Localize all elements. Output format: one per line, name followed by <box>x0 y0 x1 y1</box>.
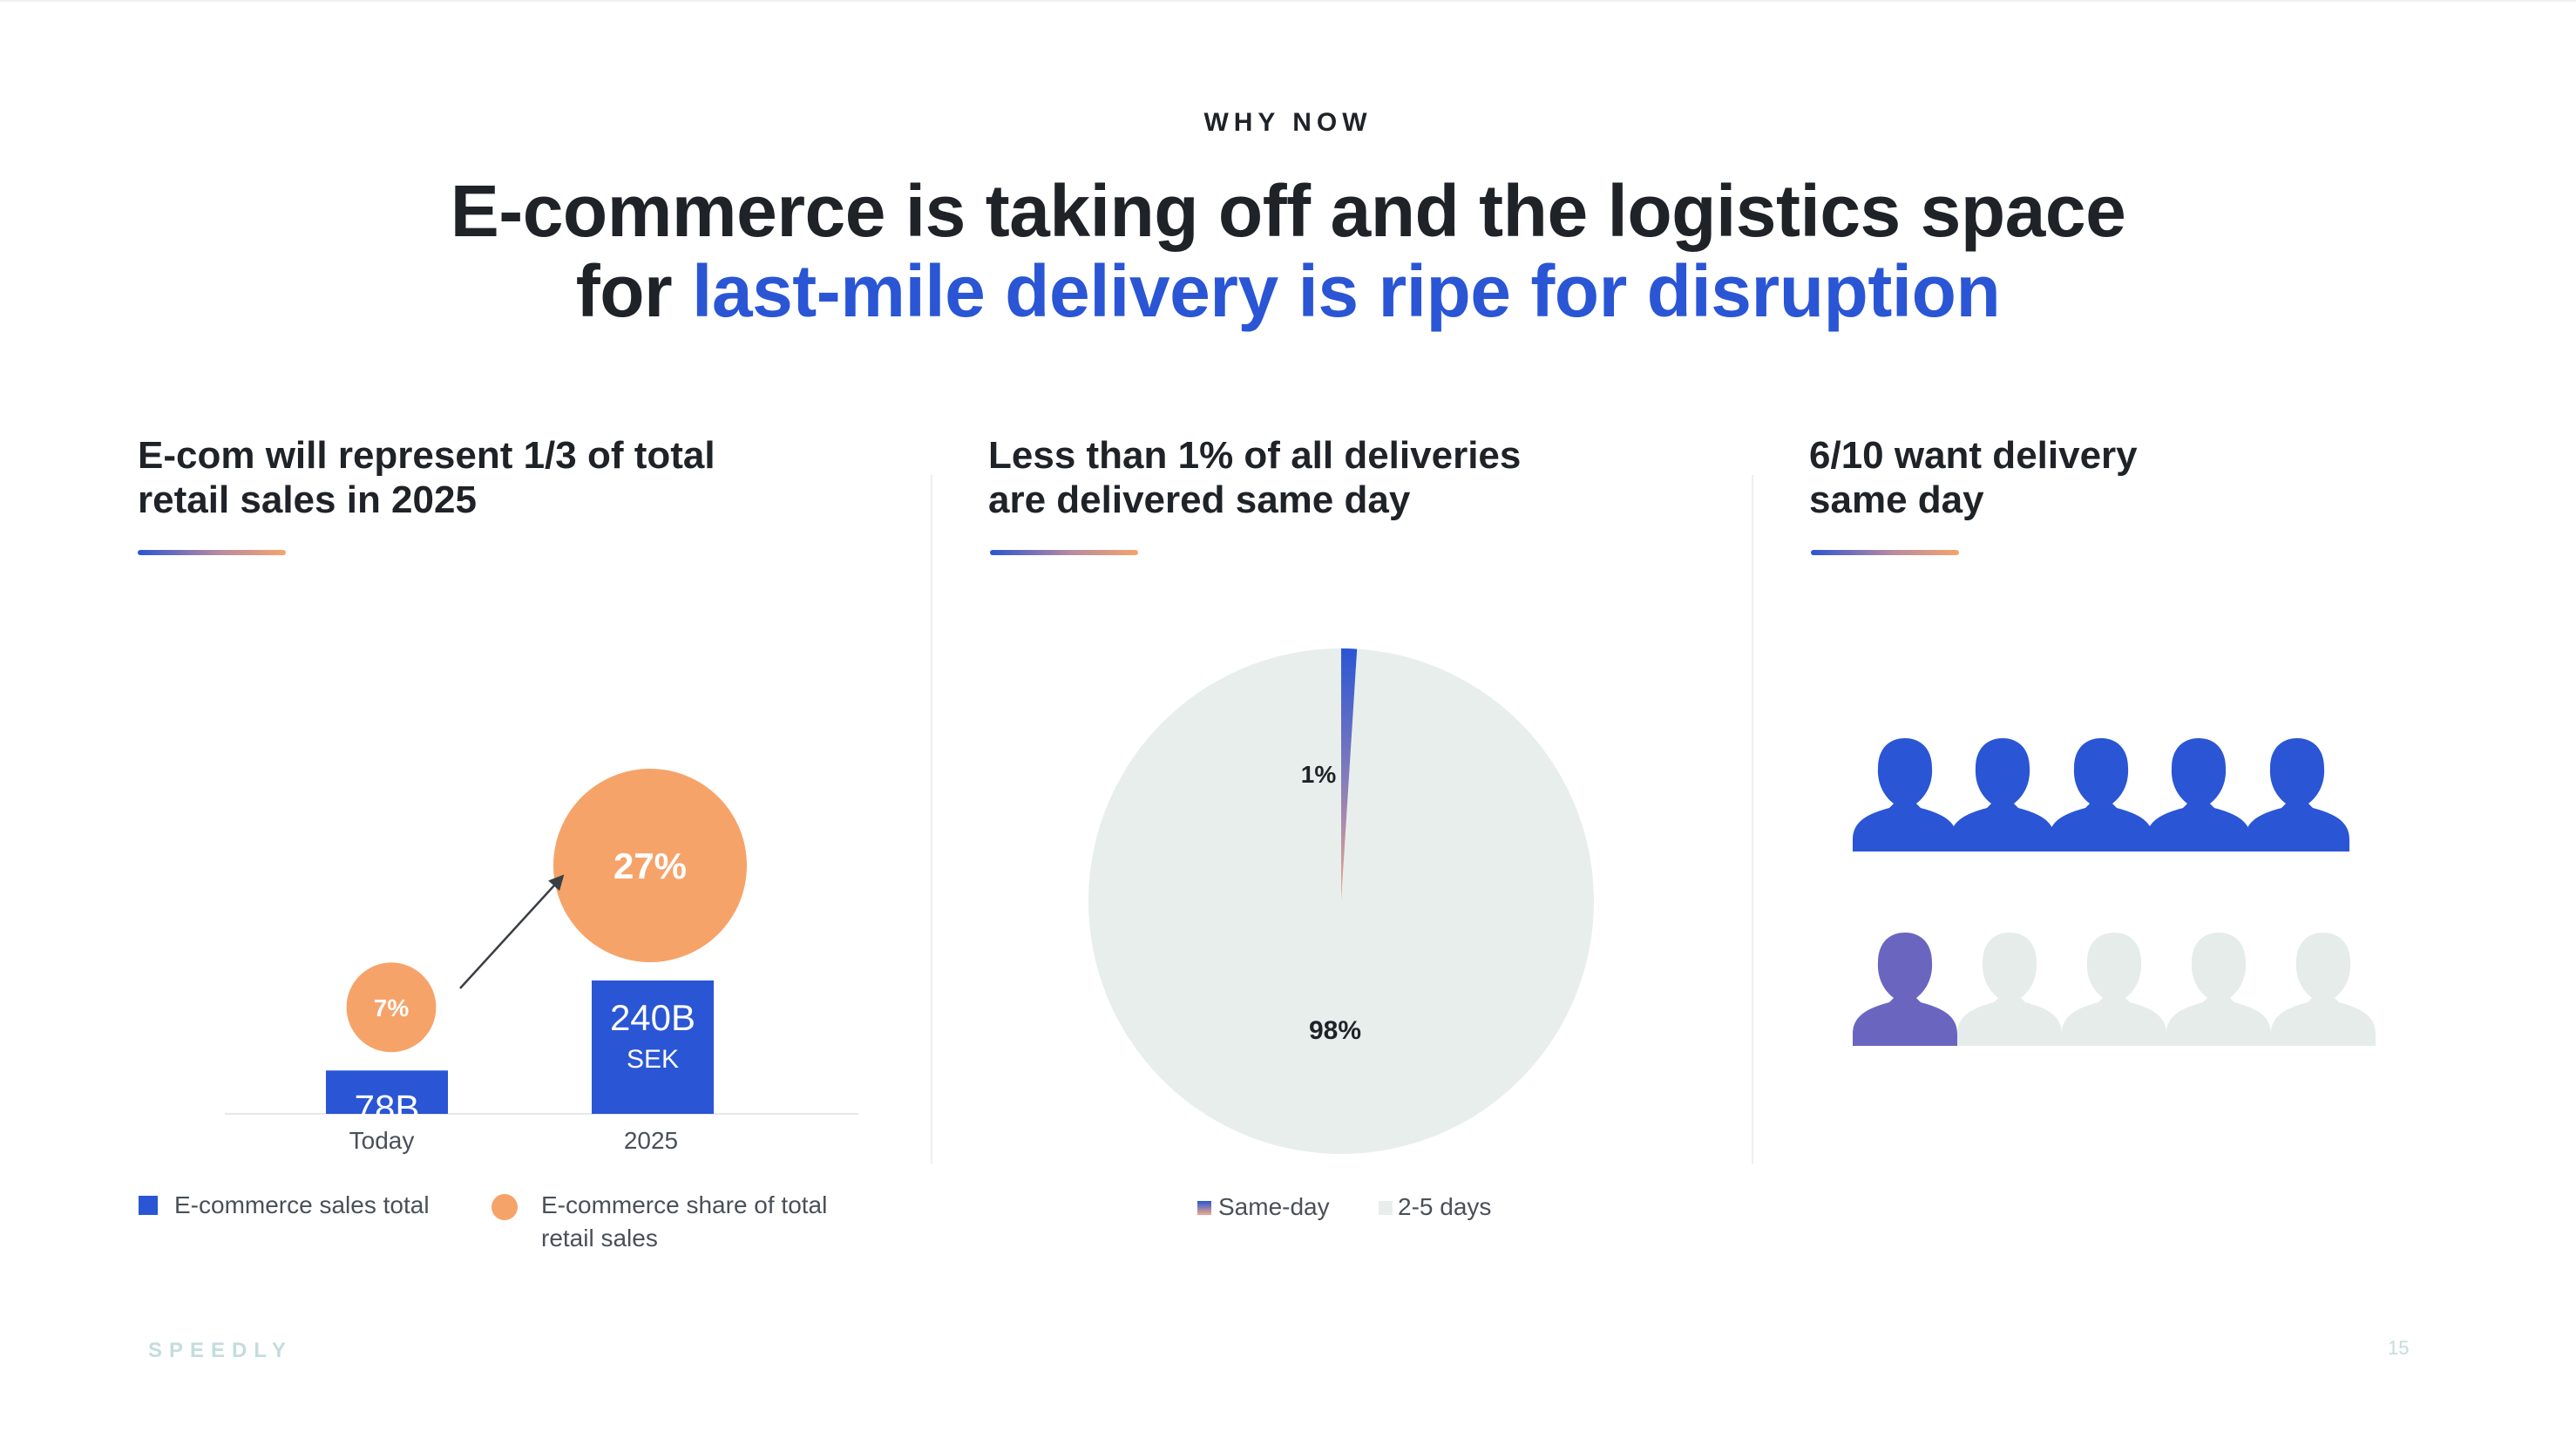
legend-label-share-line-2: retail sales <box>541 1225 658 1252</box>
top-border <box>0 0 2576 2</box>
column-divider-2 <box>1752 475 1753 1164</box>
pie-slice-2-5-days <box>1088 648 1594 1155</box>
people-pictogram <box>1853 738 2376 1046</box>
legend-label-share-line-1: E-commerce share of total <box>541 1191 828 1218</box>
bar-today <box>326 1070 448 1114</box>
share-label-2025: 27% <box>613 845 687 886</box>
pie-label-same-day: 1% <box>1301 761 1337 788</box>
x-tick-today: Today <box>349 1127 415 1154</box>
person-icon-active <box>2049 738 2153 852</box>
title-highlight: last-mile delivery is ripe for disruptio… <box>692 250 2001 332</box>
person-icon-active <box>1853 933 1957 1046</box>
column-1-title-line-2: retail sales in 2025 <box>138 478 477 521</box>
person-icon-inactive <box>2062 933 2166 1046</box>
legend-label-2-5-days: 2-5 days <box>1398 1193 1491 1220</box>
title-line-2: for last-mile delivery is ripe for disru… <box>0 251 2576 331</box>
person-icon-inactive <box>1957 933 2062 1046</box>
bar-2025-value: 240B <box>610 997 695 1038</box>
person-icon-inactive <box>2271 933 2376 1046</box>
column-2-title: Less than 1% of all deliveries are deliv… <box>988 433 1521 522</box>
bar-2025 <box>592 980 714 1114</box>
column-2-title-line-1: Less than 1% of all deliveries <box>988 434 1522 477</box>
brand-logo-text: SPEEDLY <box>148 1339 293 1362</box>
person-icon-active <box>1853 738 1957 852</box>
x-tick-2025: 2025 <box>624 1127 678 1154</box>
bar-2025-unit: SEK <box>627 1045 679 1074</box>
column-3-title-line-2: same day <box>1809 478 1984 521</box>
share-bubble-2025 <box>553 769 747 962</box>
title-line-2-prefix: for <box>575 250 693 332</box>
pie-label-2-5-days: 98% <box>1309 1016 1361 1045</box>
column-1-title-line-1: E-com will represent 1/3 of total <box>138 434 715 477</box>
title-line-1: E-commerce is taking off and the logisti… <box>450 170 2126 252</box>
page-title: E-commerce is taking off and the logisti… <box>0 171 2576 331</box>
legend-label-share: E-commerce share of total retail sales <box>541 1189 827 1255</box>
column-3-underline <box>1811 550 1959 555</box>
person-icon-active <box>2245 738 2349 852</box>
people-row-2 <box>1853 933 2376 1046</box>
column-2-underline <box>990 550 1138 555</box>
legend-label-sales: E-commerce sales total <box>174 1191 430 1218</box>
bar-today-value: 78B <box>355 1087 420 1128</box>
page-number: 15 <box>2388 1337 2410 1359</box>
legend-label-same-day: Same-day <box>1218 1193 1330 1220</box>
column-2-title-line-2: are delivered same day <box>988 478 1411 521</box>
column-3-title: 6/10 want delivery same day <box>1809 433 2138 522</box>
column-1-underline <box>138 550 286 555</box>
people-row-1 <box>1853 738 2349 852</box>
legend-swatch-2-5-days <box>1379 1201 1393 1215</box>
column-divider-1 <box>931 475 932 1164</box>
legend-swatch-sales <box>139 1196 158 1215</box>
person-icon-inactive <box>2166 933 2271 1046</box>
share-label-today: 7% <box>374 994 410 1021</box>
legend-swatch-share <box>491 1194 518 1220</box>
pie-slice-same-day <box>1341 648 1358 901</box>
column-1-title: E-com will represent 1/3 of total retail… <box>138 433 715 522</box>
legend-swatch-same-day <box>1197 1201 1211 1215</box>
bar-today-unit: SEK <box>361 1135 413 1164</box>
bar-chart: 78B SEK 240B SEK 7% 27% Today 2025 <box>225 769 858 1164</box>
person-icon-active <box>2146 738 2251 852</box>
growth-arrow <box>459 874 565 989</box>
person-icon-active <box>1950 738 2055 852</box>
column-3-title-line-1: 6/10 want delivery <box>1809 434 2138 477</box>
pie-chart: 1% 98% Same-day 2-5 days <box>1088 648 1594 1220</box>
eyebrow-label: WHY NOW <box>1203 108 1373 137</box>
share-bubble-today <box>346 962 437 1053</box>
